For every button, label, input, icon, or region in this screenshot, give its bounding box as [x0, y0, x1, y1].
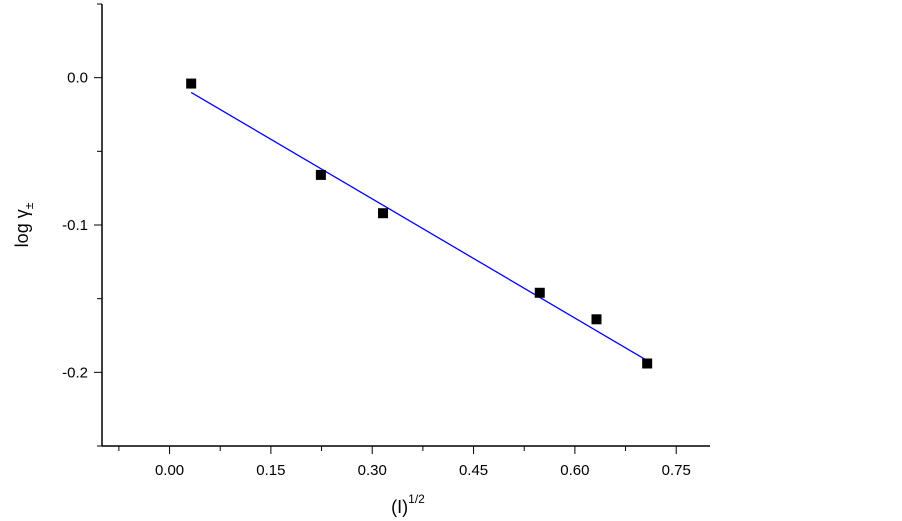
x-ticks: 0.00 0.15 0.30 0.45 0.60 0.75: [118, 446, 691, 479]
x-axis-label: (I)1/2: [391, 492, 425, 517]
data-point: [186, 78, 197, 89]
data-point: [642, 358, 653, 369]
axes: [101, 4, 710, 447]
y-axis-label: log γ±: [12, 202, 36, 247]
x-axis-label-superscript: 1/2: [408, 492, 425, 506]
x-tick-label: 0.15: [256, 462, 285, 479]
y-axis-label-main: log γ: [12, 209, 32, 247]
x-axis-label-main: (I): [391, 497, 408, 517]
y-ticks: 0.0 -0.1 -0.2: [62, 3, 102, 447]
y-axis-label-subscript: ±: [22, 202, 36, 209]
data-point: [378, 208, 389, 219]
data-point: [315, 169, 326, 180]
y-tick-label: -0.2: [62, 364, 88, 381]
y-tick-label: 0.0: [67, 70, 88, 87]
x-tick-label: 0.45: [459, 462, 488, 479]
fit-line: [190, 91, 648, 362]
x-tick-label: 0.75: [662, 462, 691, 479]
x-tick-label: 0.60: [560, 462, 589, 479]
data-point: [591, 314, 602, 325]
x-tick-label: 0.30: [358, 462, 387, 479]
x-tick-label: 0.00: [155, 462, 184, 479]
plot-series: [186, 78, 653, 369]
data-point: [534, 287, 545, 298]
y-tick-label: -0.1: [62, 217, 88, 234]
